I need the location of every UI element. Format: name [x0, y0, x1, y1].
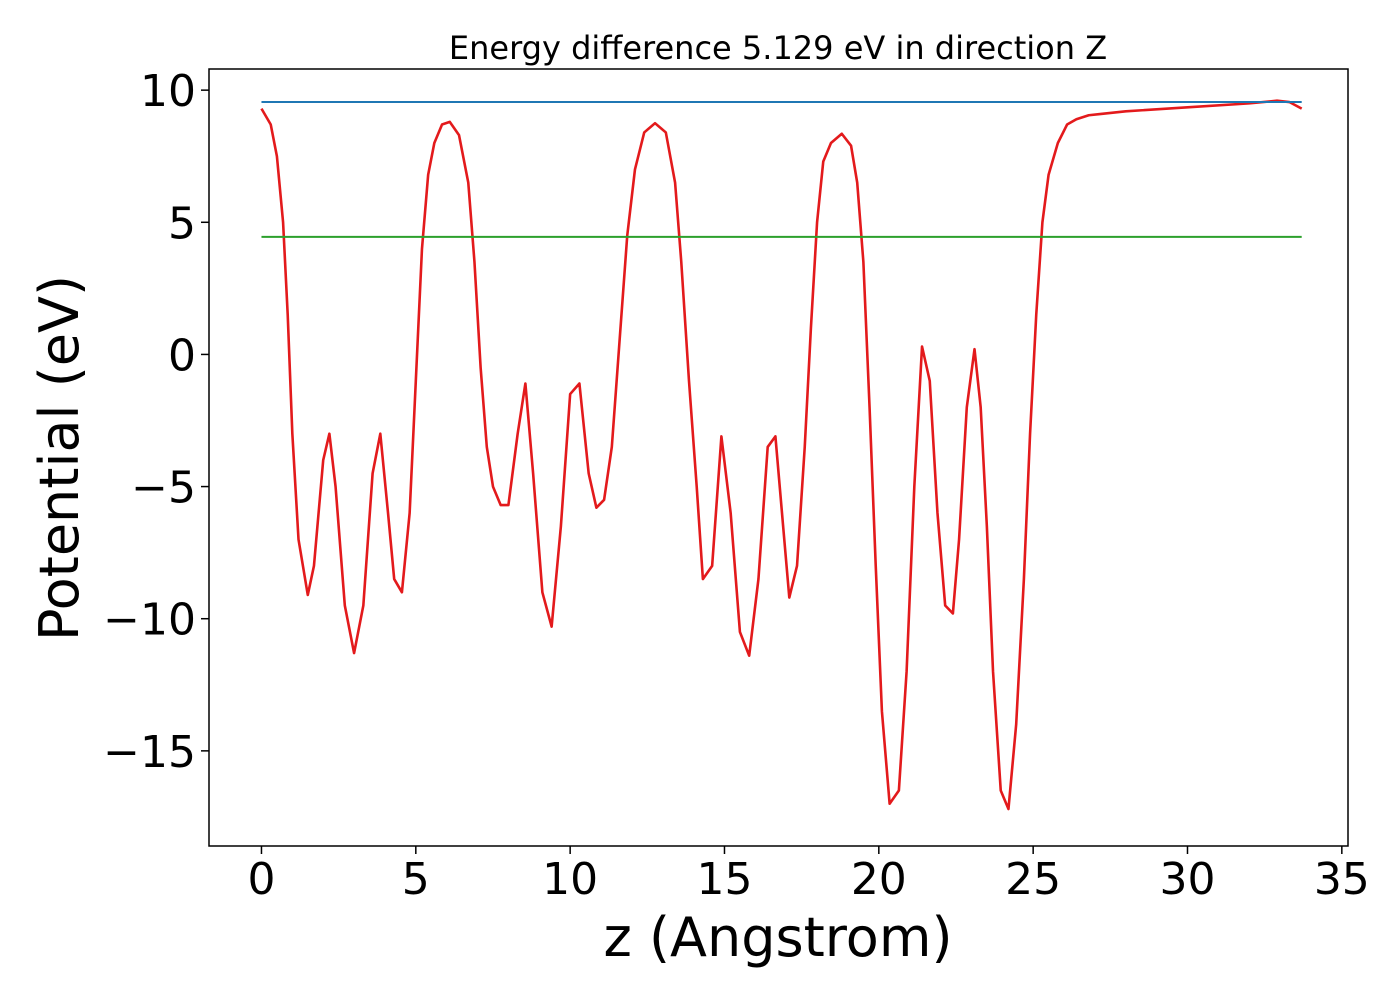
x-tick-label: 10: [542, 854, 598, 905]
y-tick-label: 5: [168, 198, 196, 249]
x-tick-label: 15: [696, 854, 752, 905]
x-tick-label: 5: [402, 854, 430, 905]
x-axis-label: z (Angstrom): [603, 906, 952, 969]
chart-title: Energy difference 5.129 eV in direction …: [449, 29, 1107, 67]
x-axis: 0 5 10 15 20 25 30 35: [247, 846, 1370, 905]
x-tick-label: 0: [247, 854, 275, 905]
y-tick-label: −10: [103, 595, 196, 646]
x-tick-label: 20: [851, 854, 907, 905]
y-tick-label: 0: [168, 330, 196, 381]
x-tick-label: 35: [1314, 854, 1370, 905]
y-tick-label: 10: [140, 66, 196, 117]
plot-frame: [208, 68, 1349, 847]
y-axis: 10 5 0 −5 −10 −15: [103, 66, 209, 778]
plot-lines: [260, 99, 1303, 811]
y-tick-label: −5: [131, 463, 196, 514]
x-tick-label: 30: [1159, 854, 1215, 905]
y-tick-label: −15: [103, 727, 196, 778]
y-axis-label: Potential (eV): [28, 275, 91, 641]
x-tick-label: 25: [1005, 854, 1061, 905]
series-potential-line: [260, 99, 1303, 811]
